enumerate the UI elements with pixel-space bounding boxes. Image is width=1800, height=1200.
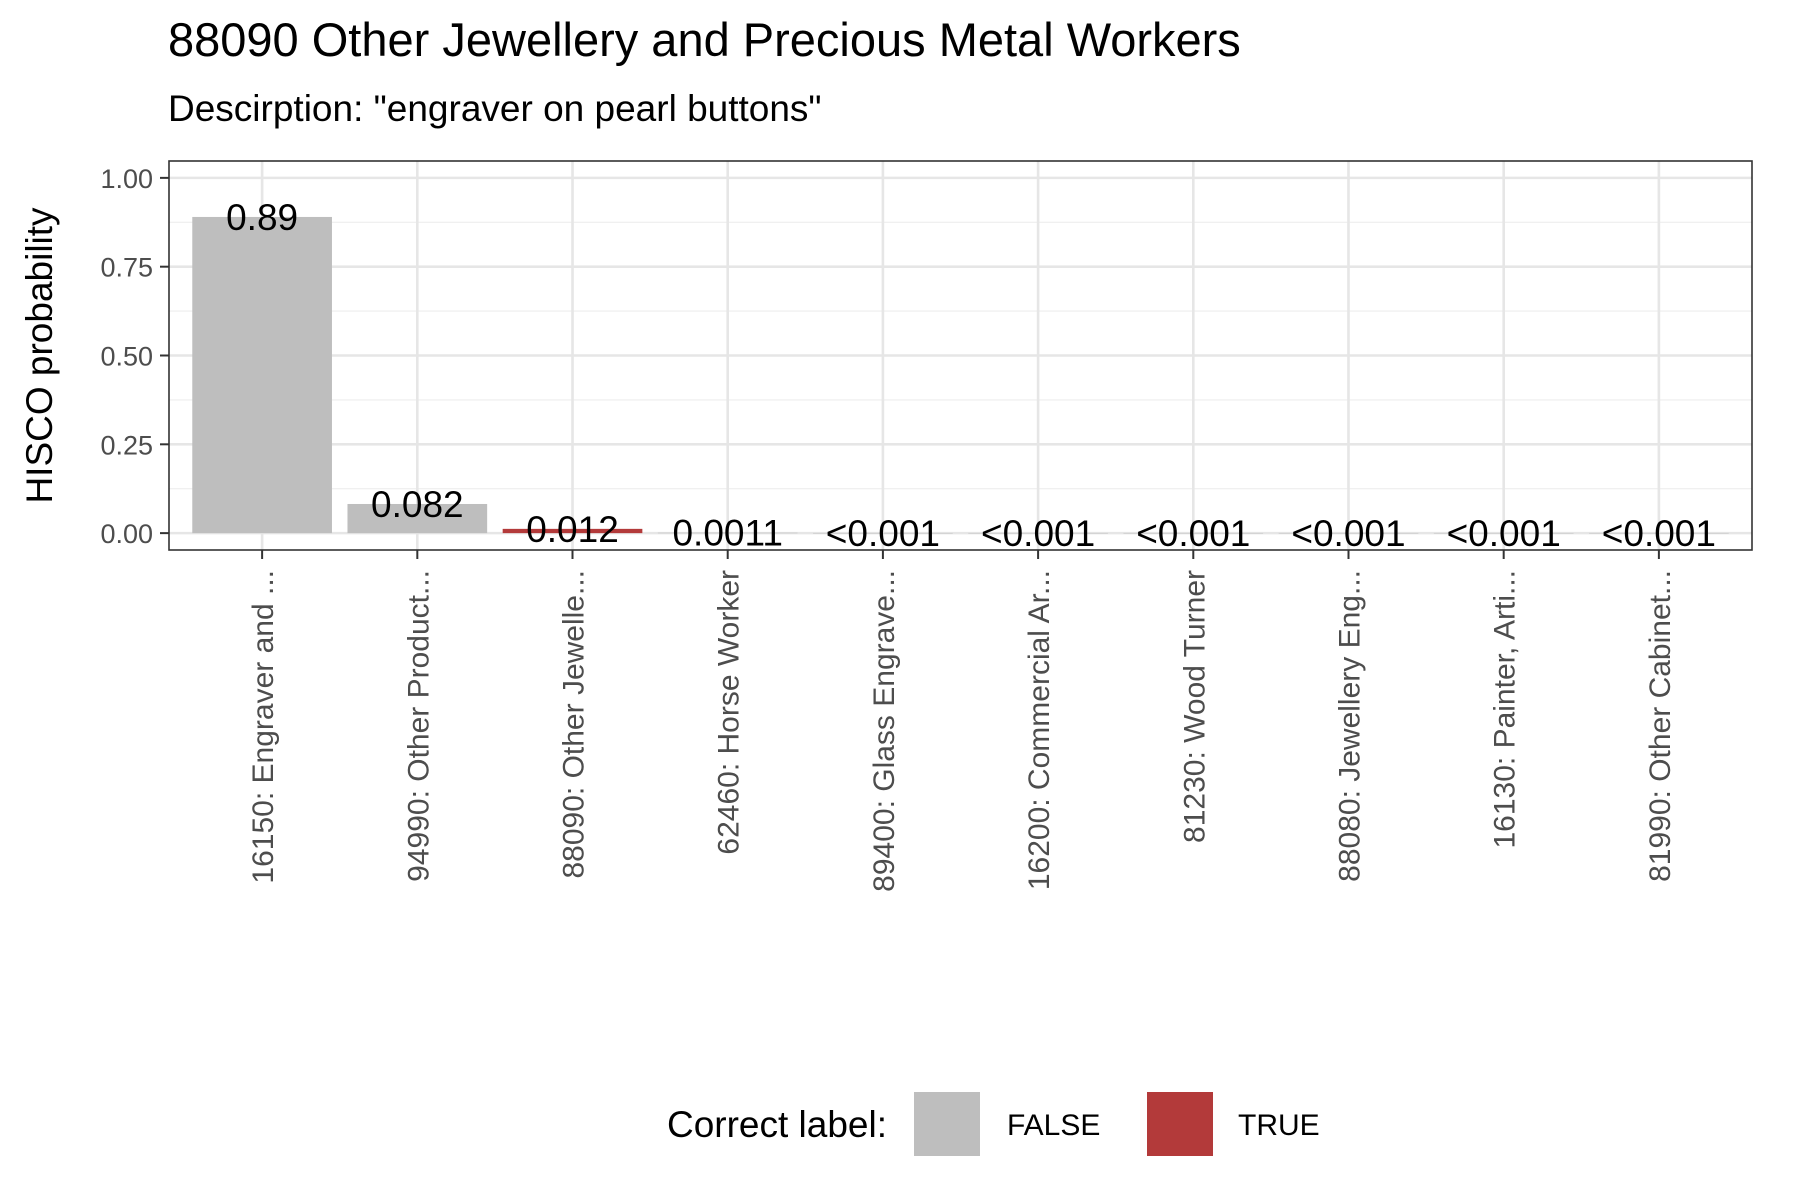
bar bbox=[192, 216, 332, 534]
bar bbox=[968, 532, 1108, 534]
x-tick-label: 88090: Other Jewelle... bbox=[558, 570, 591, 879]
bar bbox=[1589, 532, 1729, 534]
x-tick-label: 94990: Other Product... bbox=[402, 570, 435, 882]
x-tick-label: 16200: Commercial Ar... bbox=[1023, 570, 1056, 890]
x-tick-label: 81990: Other Cabinet... bbox=[1644, 570, 1677, 882]
chart-subtitle: Descirption: "engraver on pearl buttons" bbox=[168, 88, 822, 129]
x-axis: 16150: Engraver and ... 94990: Other Prod… bbox=[247, 550, 1677, 892]
bar bbox=[1433, 532, 1574, 534]
data-label: <0.001 bbox=[1291, 513, 1405, 554]
legend-key bbox=[1147, 1092, 1213, 1156]
bar bbox=[502, 528, 643, 534]
data-label: 0.0011 bbox=[672, 513, 782, 554]
bar bbox=[1123, 532, 1264, 534]
y-tick-label: 0.00 bbox=[100, 519, 153, 549]
y-axis-label: HISCO probability bbox=[19, 207, 60, 504]
data-label: <0.001 bbox=[981, 513, 1095, 554]
bar bbox=[1278, 532, 1419, 534]
y-tick-label: 0.50 bbox=[100, 342, 153, 372]
data-label: 0.082 bbox=[371, 484, 464, 525]
y-tick-label: 1.00 bbox=[100, 164, 153, 194]
x-tick-label: 89400: Glass Engrave... bbox=[868, 570, 901, 892]
legend: Correct label: FALSE TRUE bbox=[667, 1092, 1320, 1156]
bar bbox=[813, 532, 953, 534]
x-tick-label: 62460: Horse Worker bbox=[713, 570, 746, 855]
x-tick-label: 16150: Engraver and ... bbox=[247, 570, 280, 884]
x-tick-label: 16130: Painter, Arti... bbox=[1489, 570, 1522, 849]
data-label: <0.001 bbox=[1136, 513, 1250, 554]
data-label: 0.89 bbox=[226, 197, 298, 238]
bar bbox=[347, 503, 488, 534]
y-tick-label: 0.75 bbox=[100, 253, 153, 283]
data-label: 0.012 bbox=[526, 509, 619, 550]
data-labels: 0.89 0.082 0.012 0.0011 <0.001 <0.001 <0.001 <0… bbox=[226, 197, 1716, 554]
chart-title: 88090 Other Jewellery and Precious Metal… bbox=[168, 13, 1241, 66]
legend-label: FALSE bbox=[1007, 1109, 1100, 1142]
data-label: <0.001 bbox=[1602, 513, 1716, 554]
bar bbox=[657, 532, 798, 534]
x-tick-label: 81230: Wood Turner bbox=[1178, 570, 1211, 843]
data-label: <0.001 bbox=[1447, 513, 1561, 554]
y-tick-label: 0.25 bbox=[100, 430, 153, 460]
legend-label: TRUE bbox=[1238, 1109, 1320, 1142]
bars bbox=[192, 216, 1729, 534]
legend-key bbox=[914, 1092, 980, 1156]
x-tick-label: 88080: Jewellery Eng... bbox=[1333, 570, 1366, 882]
legend-title: Correct label: bbox=[667, 1104, 887, 1145]
data-label: <0.001 bbox=[826, 513, 940, 554]
y-axis: 0.00 0.25 0.50 0.75 1.00 bbox=[100, 164, 169, 549]
